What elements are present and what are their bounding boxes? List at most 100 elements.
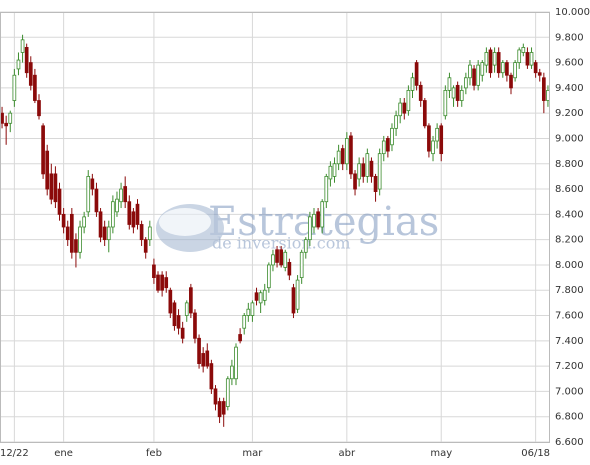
x-tick-label: 06/18 — [521, 448, 550, 459]
candle-body — [394, 115, 398, 129]
y-tick-label: 10.000 — [555, 7, 590, 18]
candle-body — [303, 239, 308, 253]
candle-body — [20, 39, 25, 53]
candle-body — [41, 125, 45, 175]
candle-body — [156, 274, 160, 291]
candle-body — [74, 239, 78, 253]
y-tick-label: 8.800 — [555, 159, 584, 170]
candle-body — [308, 216, 312, 241]
x-tick-label: may — [430, 448, 452, 459]
candle-body — [406, 90, 411, 112]
candle-body — [65, 226, 70, 241]
candle-body — [160, 274, 164, 291]
candle-body — [230, 365, 234, 380]
candle-body — [102, 226, 107, 241]
candle-body — [500, 62, 505, 74]
candle-body — [205, 350, 210, 367]
candle-body — [209, 363, 214, 390]
y-tick-label: 9.000 — [555, 133, 584, 144]
candle-body — [28, 62, 33, 86]
candle-body — [312, 213, 316, 228]
candle-body — [78, 226, 82, 253]
y-tick-label: 7.800 — [555, 285, 584, 296]
candle-body — [398, 102, 403, 117]
candle-body — [197, 337, 201, 364]
candle-body — [373, 176, 378, 192]
candle-body — [492, 52, 497, 66]
candle-body — [8, 112, 13, 124]
candle-body — [16, 59, 21, 70]
y-tick-label: 7.600 — [555, 311, 584, 322]
candle-body — [480, 62, 485, 76]
candle-body — [131, 211, 136, 228]
candle-body — [267, 264, 271, 289]
candle-body — [119, 188, 123, 203]
candle-body — [386, 138, 390, 152]
candle-body — [217, 401, 222, 418]
candle-body — [213, 388, 218, 405]
candle-body — [291, 287, 296, 314]
candle-body — [49, 173, 54, 200]
candle-body — [459, 90, 464, 101]
candles — [0, 34, 550, 427]
candle-body — [111, 201, 115, 228]
candle-body — [365, 153, 370, 177]
candle-body — [98, 211, 103, 238]
candle-body — [496, 52, 501, 74]
candle-body — [299, 251, 304, 278]
candle-body — [254, 292, 259, 301]
candle-body — [147, 226, 152, 241]
candle-body — [37, 100, 41, 117]
candle-body — [53, 173, 58, 203]
candle-body — [476, 64, 481, 86]
candle-body — [537, 72, 542, 76]
candle-body — [94, 188, 99, 213]
candle-body — [176, 315, 181, 329]
x-tick-label: mar — [242, 448, 263, 459]
candle-body — [513, 62, 517, 79]
candle-body — [381, 140, 386, 155]
candle-body — [258, 292, 263, 304]
candle-body — [443, 90, 448, 117]
candle-body — [279, 249, 283, 266]
candle-body — [82, 216, 86, 228]
candle-body — [57, 188, 62, 215]
y-tick-label: 7.200 — [555, 361, 584, 372]
candle-body — [127, 201, 132, 225]
candle-body — [509, 74, 513, 89]
candle-body — [361, 163, 366, 177]
candle-body — [468, 64, 472, 79]
candle-body — [262, 289, 267, 301]
candle-body — [86, 176, 91, 213]
candle-body — [24, 47, 29, 74]
candle-body — [447, 77, 452, 91]
candle-body — [418, 84, 423, 101]
candle-body — [250, 302, 255, 316]
y-tick-label: 9.200 — [555, 108, 584, 119]
candle-body — [275, 249, 279, 263]
candle-body — [422, 100, 427, 127]
x-tick-label: 12/22 — [0, 448, 29, 459]
candle-body — [201, 353, 206, 367]
candle-body — [12, 74, 17, 101]
candle-body — [189, 287, 193, 314]
candle-body — [435, 127, 439, 142]
candle-body — [505, 62, 509, 76]
watermark-subtitle: de inversion.com — [212, 234, 351, 253]
candle-body — [455, 84, 460, 101]
candle-body — [332, 163, 337, 177]
candle-body — [33, 74, 37, 101]
y-tick-label: 8.000 — [555, 260, 584, 271]
candle-body — [414, 62, 419, 86]
x-tick-label: ene — [54, 448, 73, 459]
candle-body — [451, 87, 456, 99]
candle-body — [328, 165, 333, 180]
candle-body — [344, 138, 349, 165]
candle-body — [525, 52, 530, 66]
plot-border — [0, 12, 550, 443]
y-tick-label: 7.000 — [555, 386, 584, 397]
candle-body — [242, 315, 247, 329]
y-tick-label: 8.600 — [555, 184, 584, 195]
candle-body — [517, 49, 522, 63]
